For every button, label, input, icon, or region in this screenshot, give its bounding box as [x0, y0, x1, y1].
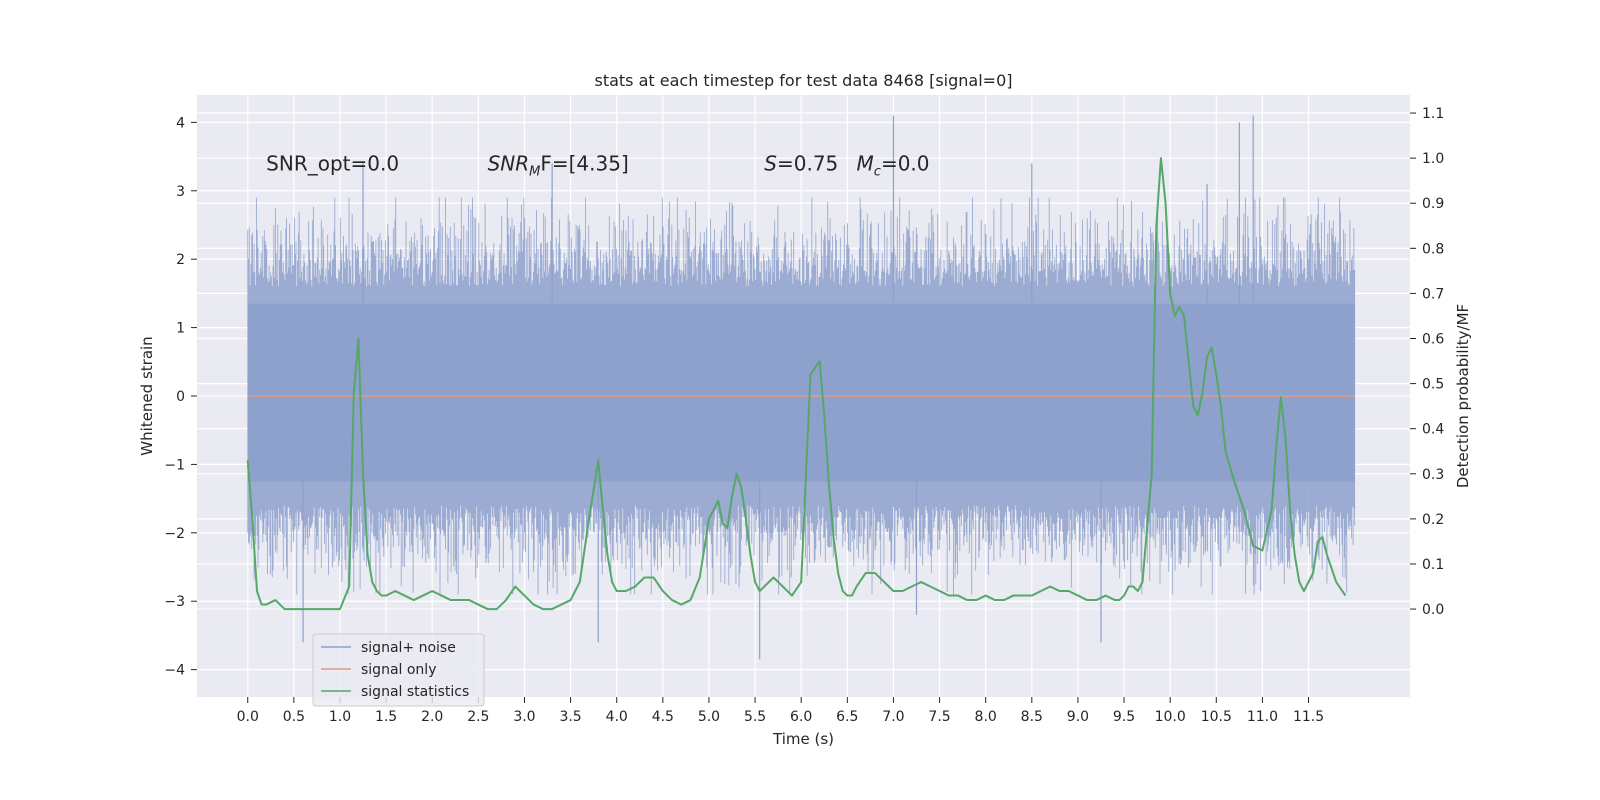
- annotation-snr-mf-sub: M: [529, 164, 540, 179]
- x-tick-label: 5.0: [698, 709, 720, 725]
- noise-extreme-peaks: [302, 115, 1254, 660]
- annotation-snr-mf-main: SNR: [488, 151, 530, 175]
- y-right-tick-label: 0.3: [1422, 467, 1444, 483]
- x-tick-label: 6.5: [836, 709, 858, 725]
- x-tick-label: 4.5: [652, 709, 674, 725]
- signal-statistics-line: [246, 157, 1347, 611]
- y-right-tick-label: 1.1: [1422, 106, 1444, 122]
- x-tick-label: 11.0: [1247, 709, 1278, 725]
- y-right-tick-label: 0.0: [1422, 602, 1444, 618]
- y-right-tick-label: 0.9: [1422, 196, 1444, 212]
- series-signal-statistics: [246, 157, 1347, 611]
- x-tick-label: 2.5: [467, 709, 489, 725]
- x-axis-label: Time (s): [772, 730, 834, 748]
- x-tick-label: 11.5: [1293, 709, 1324, 725]
- x-tick-label: 8.5: [1021, 709, 1043, 725]
- y-right-tick-label: 0.4: [1422, 422, 1444, 438]
- y-left-tick-label: 0: [176, 389, 185, 405]
- annotations: SNR_opt=0.0 SNRMF=[4.35] S=0.75 Mc=0.0: [266, 151, 929, 179]
- annotation-s-main: S: [764, 151, 777, 175]
- annotation-mc: Mc=0.0: [857, 151, 930, 179]
- legend-label-signal-only: signal only: [361, 662, 436, 678]
- y-right-tick-label: 0.6: [1422, 332, 1444, 348]
- x-tick-label: 6.0: [790, 709, 812, 725]
- x-tick-label: 1.5: [375, 709, 397, 725]
- annotation-snr-mf-tail: F=[4.35]: [540, 151, 628, 175]
- y-left-tick-label: 3: [176, 184, 185, 200]
- y-left-tick-label: 4: [176, 115, 185, 131]
- legend-label-signal-statistics: signal statistics: [361, 684, 469, 700]
- x-tick-label: 8.0: [975, 709, 997, 725]
- annotation-mc-tail: =0.0: [881, 151, 930, 175]
- x-tick-label: 2.0: [421, 709, 443, 725]
- y-right-tick-label: 0.7: [1422, 286, 1444, 302]
- y-right-tick-label: 0.1: [1422, 557, 1444, 573]
- chart-title: stats at each timestep for test data 846…: [594, 71, 1012, 90]
- series-signal-plus-noise: [247, 115, 1356, 660]
- annotation-snr-mf: SNRMF=[4.35]: [488, 151, 629, 179]
- annotation-mc-sub: c: [874, 164, 881, 179]
- y-left-tick-label: 2: [176, 252, 185, 268]
- x-tick-label: 0.5: [283, 709, 305, 725]
- legend-box: [312, 633, 485, 707]
- y-left-tick-label: −1: [164, 457, 185, 473]
- plot-content: [246, 115, 1356, 660]
- legend-label-signal-plus-noise: signal+ noise: [361, 640, 456, 656]
- y-right-tick-label: 0.5: [1422, 377, 1444, 393]
- axes: 0.0 0.5 1.0 1.5 2.0 2.5 3.0 3.5 4.0 4.5 5.0 5.5 6.0 6…: [164, 106, 1444, 725]
- annotation-mc-main: M: [857, 151, 874, 175]
- x-tick-label: 9.0: [1067, 709, 1089, 725]
- x-tick-label: 7.0: [882, 709, 904, 725]
- x-tick-label: 4.0: [606, 709, 628, 725]
- y-left-tick-label: −2: [164, 526, 185, 542]
- x-tick-label: 3.0: [513, 709, 535, 725]
- x-tick-label: 9.5: [1113, 709, 1135, 725]
- x-tick-label: 7.5: [928, 709, 950, 725]
- annotation-s-tail: =0.75: [777, 151, 838, 175]
- x-tick-label: 10.5: [1201, 709, 1232, 725]
- y-left-tick-label: −3: [164, 594, 185, 610]
- x-tick-label: 0.0: [237, 709, 259, 725]
- y-right-tick-label: 0.2: [1422, 512, 1444, 528]
- x-tick-label: 5.5: [744, 709, 766, 725]
- y-left-tick-label: −4: [164, 663, 185, 679]
- x-tick-label: 10.0: [1155, 709, 1186, 725]
- y-left-tick-label: 1: [176, 321, 185, 337]
- annotation-s: S=0.75: [764, 151, 838, 175]
- y-right-tick-label: 1.0: [1422, 151, 1444, 167]
- legend: signal+ noise signal only signal statist…: [312, 633, 485, 707]
- x-tick-label: 1.0: [329, 709, 351, 725]
- y-axis-label-right: Detection probability/MF: [1454, 304, 1472, 488]
- annotation-snr-opt: SNR_opt=0.0: [266, 151, 399, 175]
- x-tick-label: 3.5: [559, 709, 581, 725]
- y-axis-label-left: Whitened strain: [138, 336, 156, 455]
- y-right-tick-label: 0.8: [1422, 241, 1444, 257]
